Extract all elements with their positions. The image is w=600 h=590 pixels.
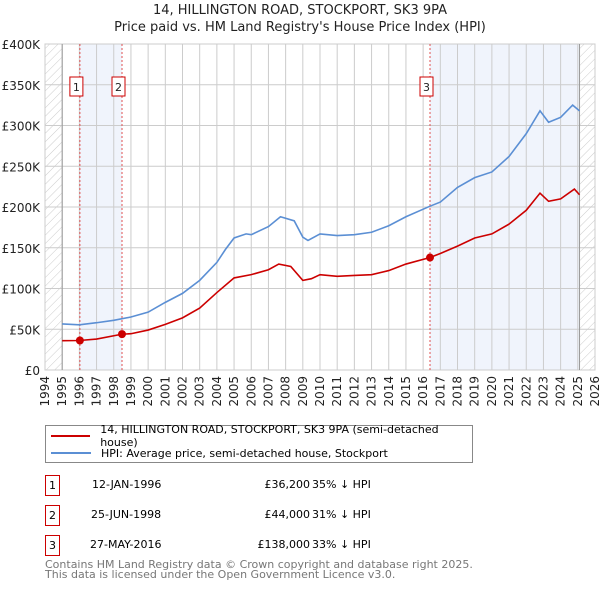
legend-label-property: 14, HILLINGTON ROAD, STOCKPORT, SK3 9PA … bbox=[100, 423, 439, 449]
transaction-date: 12-JAN-1996 bbox=[92, 478, 162, 491]
x-tick-label: 2018 bbox=[451, 376, 465, 407]
x-tick-label: 2006 bbox=[244, 376, 258, 407]
x-tick-label: 2005 bbox=[227, 376, 241, 407]
x-tick-label: 2023 bbox=[536, 376, 550, 407]
x-tick-label: 2013 bbox=[365, 376, 379, 407]
legend-line-property bbox=[51, 435, 91, 437]
transaction-price: £44,000 bbox=[264, 508, 311, 521]
x-tick-label: 2010 bbox=[313, 376, 327, 407]
x-tick-label: 2017 bbox=[433, 376, 447, 407]
x-tick-label: 1996 bbox=[72, 376, 86, 407]
chart-subtitle: Price paid vs. HM Land Registry's House … bbox=[114, 20, 486, 35]
transaction-badge: 3 bbox=[45, 535, 60, 556]
y-tick-label: £150K bbox=[2, 242, 42, 256]
x-tick-label: 2004 bbox=[210, 376, 224, 407]
transaction-row: 3 27-MAY-2016 £138,000 33% ↓ HPI bbox=[45, 535, 465, 556]
x-tick-label: 2024 bbox=[554, 376, 568, 407]
transaction-label: 1 bbox=[73, 81, 80, 94]
chart-title: 14, HILLINGTON ROAD, STOCKPORT, SK3 9PA bbox=[152, 3, 448, 18]
x-tick-label: 2022 bbox=[519, 376, 533, 407]
transaction-row: 1 12-JAN-1996 £36,200 35% ↓ HPI bbox=[45, 475, 465, 496]
x-tick-label: 2020 bbox=[485, 376, 499, 407]
x-tick-label: 1997 bbox=[90, 376, 104, 407]
x-tick-label: 2012 bbox=[347, 376, 361, 407]
x-tick-label: 2019 bbox=[468, 376, 482, 407]
property-price-line bbox=[62, 188, 581, 342]
transaction-label-box bbox=[111, 76, 126, 97]
transaction-label-box bbox=[69, 76, 84, 97]
transaction-date: 27-MAY-2016 bbox=[90, 538, 162, 551]
transaction-hpi: 35% ↓ HPI bbox=[312, 478, 371, 491]
y-tick-label: £100K bbox=[2, 283, 42, 297]
y-tick-label: £300K bbox=[2, 120, 42, 134]
x-tick-label: 1998 bbox=[107, 376, 121, 407]
y-tick-label: £0 bbox=[25, 364, 40, 378]
x-tick-label: 2014 bbox=[382, 376, 396, 407]
transaction-badge: 2 bbox=[45, 505, 60, 526]
transaction-point bbox=[426, 253, 434, 262]
y-tick-label: £50K bbox=[9, 323, 41, 337]
transaction-price: £138,000 bbox=[257, 538, 311, 551]
y-tick-label: £200K bbox=[2, 201, 42, 215]
footer: Contains HM Land Registry data © Crown c… bbox=[45, 558, 473, 581]
transaction-point bbox=[75, 336, 84, 345]
transaction-hpi: 33% ↓ HPI bbox=[312, 538, 371, 551]
transaction-date: 25-JUN-1998 bbox=[91, 508, 162, 521]
x-tick-label: 2025 bbox=[571, 376, 585, 407]
footer-licence: This data is licensed under the Open Gov… bbox=[45, 568, 396, 581]
x-tick-label: 2003 bbox=[193, 376, 207, 407]
price-chart: 1994 1995 1996 1997 1998 1999 2000 2001 2002 2003… bbox=[2, 38, 600, 407]
x-tick-label: 2021 bbox=[502, 376, 516, 407]
y-tick-label: £400K bbox=[2, 38, 42, 52]
x-tick-label: 2016 bbox=[416, 376, 430, 407]
x-tick-label: 2000 bbox=[141, 376, 155, 407]
transaction-row: 2 25-JUN-1998 £44,000 31% ↓ HPI bbox=[45, 505, 465, 526]
y-tick-label: £250K bbox=[2, 160, 42, 174]
transaction-price: £36,200 bbox=[264, 478, 311, 491]
x-tick-label: 1999 bbox=[124, 376, 138, 407]
x-tick-label: 2009 bbox=[296, 376, 310, 407]
x-tick-label: 2026 bbox=[588, 376, 600, 407]
legend: 14, HILLINGTON ROAD, STOCKPORT, SK3 9PA … bbox=[45, 423, 473, 463]
x-tick-label: 1995 bbox=[55, 376, 69, 407]
x-tick-label: 2008 bbox=[279, 376, 293, 407]
transaction-hpi: 31% ↓ HPI bbox=[312, 508, 371, 521]
transaction-badge: 1 bbox=[45, 475, 60, 496]
x-tick-label: 1994 bbox=[38, 376, 52, 407]
x-tick-label: 2015 bbox=[399, 376, 413, 407]
footer-copyright: Contains HM Land Registry data © Crown c… bbox=[45, 558, 473, 571]
transaction-point bbox=[118, 330, 126, 339]
x-tick-label: 2007 bbox=[261, 376, 275, 407]
legend-line-hpi bbox=[51, 452, 91, 454]
transaction-label-box bbox=[419, 76, 434, 97]
y-tick-label: £350K bbox=[2, 79, 42, 93]
x-tick-label: 2001 bbox=[158, 376, 172, 407]
x-tick-label: 2002 bbox=[176, 376, 190, 407]
transaction-label: 2 bbox=[115, 81, 122, 94]
x-tick-label: 2011 bbox=[330, 376, 344, 407]
transaction-label: 3 bbox=[423, 81, 430, 94]
legend-label-hpi: HPI: Average price, semi-detached house,… bbox=[101, 446, 388, 460]
hpi-line bbox=[62, 104, 581, 326]
